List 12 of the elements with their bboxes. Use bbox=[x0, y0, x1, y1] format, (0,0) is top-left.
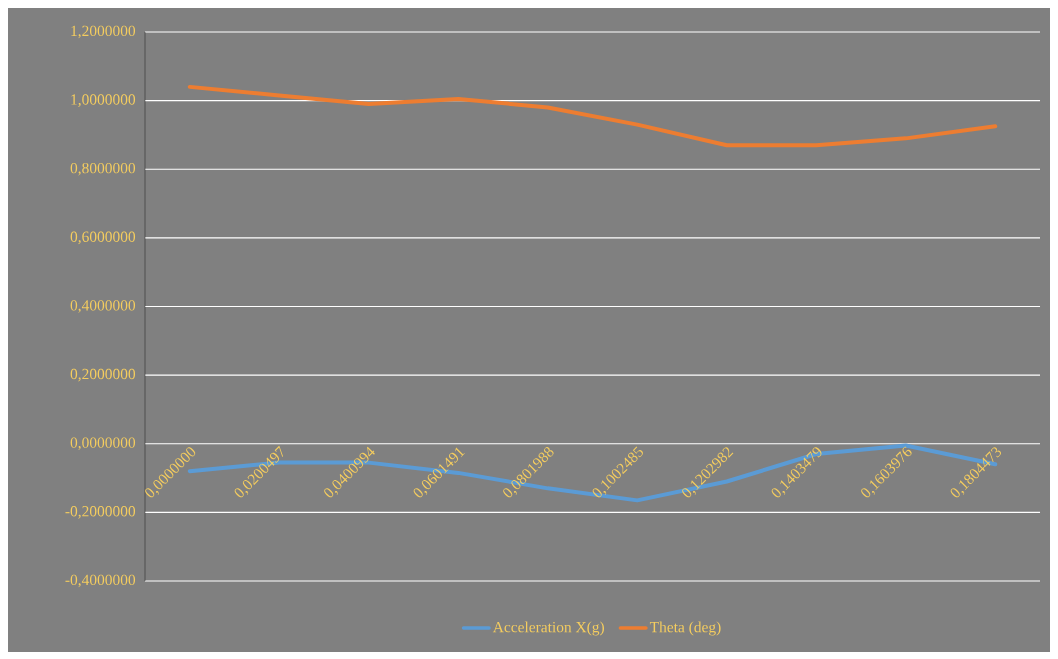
y-tick-label: -0,4000000 bbox=[65, 574, 136, 588]
line-series bbox=[187, 84, 998, 148]
y-tick-label: 1,2000000 bbox=[71, 25, 136, 39]
y-tick-label: 0,4000000 bbox=[70, 300, 136, 313]
legend-label: Acceleration X(g) bbox=[492, 621, 604, 636]
y-tick-label: 0,8000000 bbox=[70, 162, 136, 176]
y-tick-label: 1,0000000 bbox=[71, 94, 136, 107]
y-tick-label: 0,2000000 bbox=[70, 368, 136, 382]
y-tick-label: 0,0000000 bbox=[70, 437, 136, 451]
legend-label: Theta (deg) bbox=[649, 621, 721, 636]
y-tick-label: 0,6000000 bbox=[70, 231, 136, 245]
y-tick-label: -0,2000000 bbox=[65, 506, 136, 519]
